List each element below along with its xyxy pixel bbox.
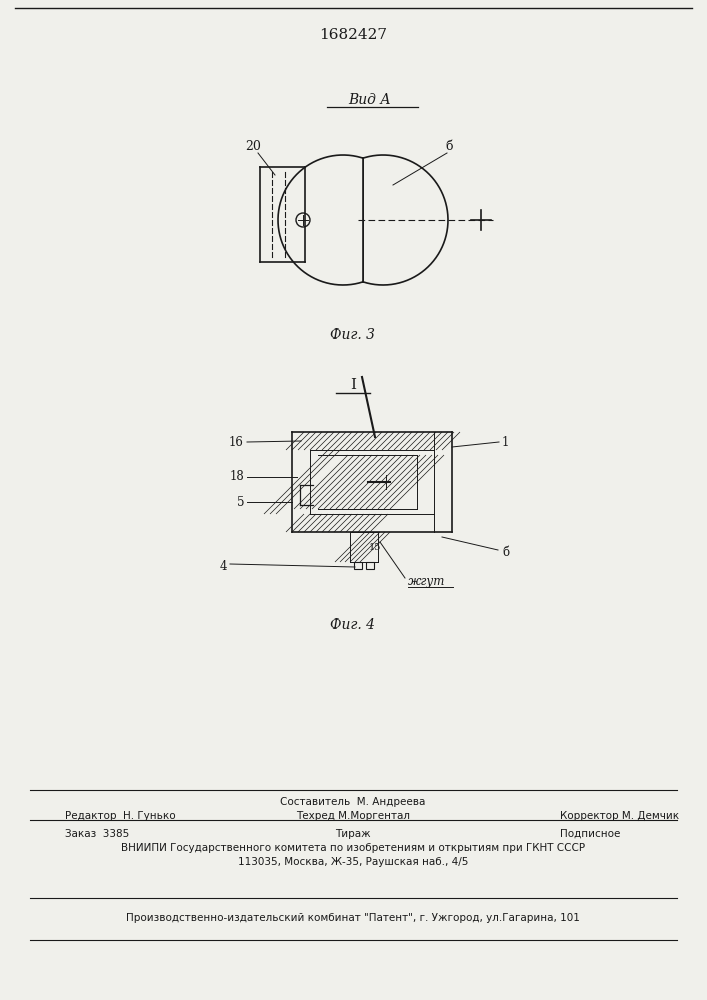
Text: б: б [445, 140, 452, 153]
Text: Техред М.Моргентал: Техред М.Моргентал [296, 811, 410, 821]
Text: 1682427: 1682427 [319, 28, 387, 42]
Text: Тираж: Тираж [335, 829, 370, 839]
Text: Подписное: Подписное [560, 829, 620, 839]
Text: 1: 1 [502, 436, 509, 448]
Text: ВНИИПИ Государственного комитета по изобретениям и открытиям при ГКНТ СССР: ВНИИПИ Государственного комитета по изоб… [121, 843, 585, 853]
Text: 18: 18 [229, 471, 244, 484]
Text: 16: 16 [229, 436, 244, 448]
Text: 15: 15 [369, 542, 381, 552]
Text: 113035, Москва, Ж-35, Раушская наб., 4/5: 113035, Москва, Ж-35, Раушская наб., 4/5 [238, 857, 468, 867]
Text: Производственно-издательский комбинат "Патент", г. Ужгород, ул.Гагарина, 101: Производственно-издательский комбинат "П… [126, 913, 580, 923]
Text: Корректор М. Демчик: Корректор М. Демчик [560, 811, 679, 821]
Text: Редактор  Н. Гунько: Редактор Н. Гунько [65, 811, 175, 821]
Text: I: I [350, 378, 356, 392]
Text: Фиг. 3: Фиг. 3 [330, 328, 375, 342]
Text: жгут: жгут [408, 576, 445, 588]
Text: Вид А: Вид А [349, 93, 392, 107]
Text: б: б [502, 546, 509, 558]
Text: Составитель  М. Андреева: Составитель М. Андреева [280, 797, 426, 807]
Text: 4: 4 [219, 560, 227, 574]
Text: Фиг. 4: Фиг. 4 [330, 618, 375, 632]
Text: 20: 20 [245, 140, 261, 153]
Text: 5: 5 [237, 495, 244, 508]
Text: Заказ  3385: Заказ 3385 [65, 829, 129, 839]
Bar [366, 562, 374, 569]
Bar [354, 562, 362, 569]
